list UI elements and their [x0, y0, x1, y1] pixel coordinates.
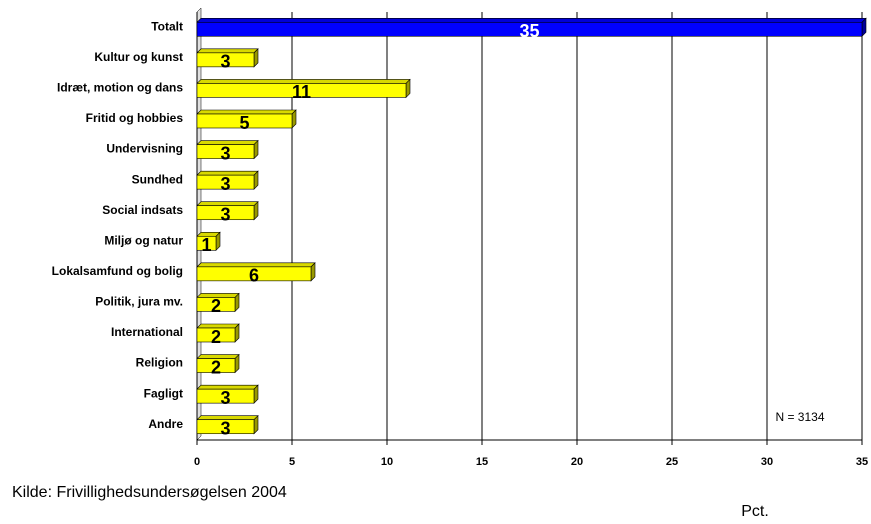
bar: [196, 266, 312, 282]
x-tick-label: 25: [666, 456, 678, 468]
x-tick-label: 35: [856, 456, 868, 468]
bar: [196, 113, 293, 129]
y-tick-label: Idræt, motion og dans: [57, 81, 183, 95]
data-label: 3: [220, 52, 230, 72]
bar: [196, 419, 255, 435]
data-label: 35: [519, 21, 539, 41]
x-tick-label: 20: [571, 456, 583, 468]
data-label: 3: [220, 388, 230, 408]
data-label: 3: [220, 143, 230, 163]
data-label: 5: [239, 113, 249, 133]
bar: [196, 327, 236, 343]
annotation: N = 3134: [775, 410, 824, 424]
x-tick-label: 10: [381, 456, 393, 468]
source: Kilde: Frivillighedsundersøgelsen 2004: [12, 484, 287, 501]
bar: [196, 21, 863, 37]
bar: [196, 205, 255, 221]
y-tick-label: Miljø og natur: [104, 233, 183, 247]
bar: [196, 174, 255, 190]
bar: [196, 52, 255, 68]
x-tick-label: 0: [194, 456, 200, 468]
data-label: 1: [201, 235, 211, 255]
plot-wall: [196, 7, 202, 441]
y-tick-label: Social indsats: [102, 203, 183, 217]
x-tick-label: 5: [289, 456, 295, 468]
data-label: 2: [211, 357, 221, 377]
y-tick-label: Fagligt: [144, 386, 183, 400]
bar: [196, 83, 407, 98]
x-tick-label: 15: [476, 456, 488, 468]
y-tick-label: Lokalsamfund og bolig: [52, 264, 183, 278]
data-label: 3: [220, 418, 230, 438]
data-label: 6: [249, 266, 259, 286]
data-label: 3: [220, 204, 230, 224]
bar: [196, 358, 236, 373]
x-tick-label: 30: [761, 456, 773, 468]
y-tick-label: Politik, jura mv.: [95, 295, 183, 309]
data-label: 3: [220, 174, 230, 194]
bar: [196, 297, 236, 312]
bar: [196, 388, 255, 404]
y-tick-label: International: [111, 325, 183, 339]
y-tick-label: Andre: [148, 417, 183, 431]
y-tick-label: Undervisning: [106, 142, 183, 156]
y-tick-label: Totalt: [151, 19, 183, 33]
y-tick-label: Religion: [136, 356, 183, 370]
y-tick-label: Fritid og hobbies: [86, 111, 184, 125]
bar: [196, 144, 255, 159]
data-label: 11: [292, 82, 311, 102]
y-tick-label: Kultur og kunst: [94, 50, 183, 64]
bar: [196, 235, 217, 251]
x-axis-label: Pct.: [741, 503, 769, 520]
data-label: 2: [211, 296, 221, 316]
data-label: 2: [211, 327, 221, 347]
y-tick-label: Sundhed: [132, 172, 183, 186]
